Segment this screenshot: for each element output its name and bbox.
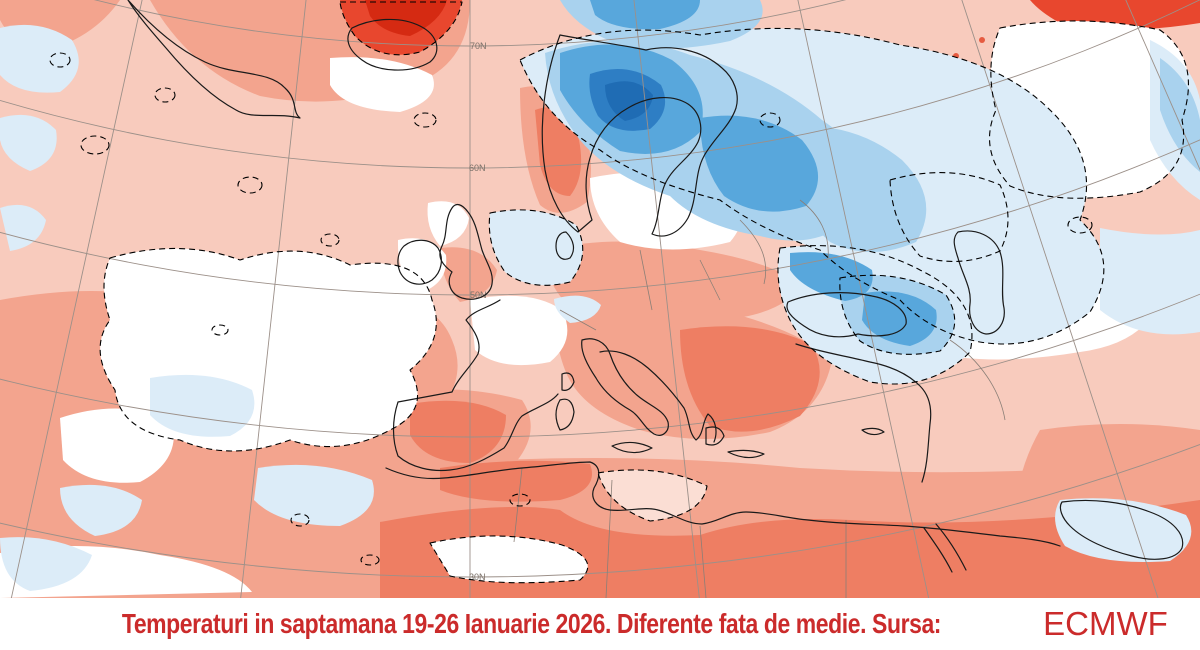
map-canvas: 70N 60N 50N 30N bbox=[0, 0, 1200, 598]
caption-bar: Temperaturi in saptamana 19-26 Ianuarie … bbox=[0, 598, 1200, 650]
label-50n: 50N bbox=[470, 290, 487, 300]
coast-red-sea bbox=[923, 523, 967, 573]
coast-greenland bbox=[127, 0, 301, 119]
coast-balkans-greece bbox=[599, 350, 717, 443]
caption-source-ecmwf: ECMWF bbox=[1043, 605, 1168, 642]
coast-france-iberia bbox=[392, 299, 559, 472]
anomaly-contours bbox=[49, 1, 1189, 584]
country-borders bbox=[513, 199, 1006, 598]
coast-black-sea bbox=[786, 292, 907, 338]
graticule-labels: 70N 60N 50N 30N bbox=[469, 41, 487, 582]
label-30n: 30N bbox=[469, 572, 486, 582]
label-60n: 60N bbox=[469, 163, 486, 173]
coast-britain bbox=[439, 203, 493, 300]
coast-denmark bbox=[555, 231, 575, 260]
caption-text: Temperaturi in saptamana 19-26 Ianuarie … bbox=[122, 608, 942, 639]
coast-sardinia bbox=[555, 398, 575, 431]
coast-italy bbox=[581, 338, 669, 436]
coast-peloponnese bbox=[705, 426, 725, 446]
coast-cyprus bbox=[861, 427, 885, 436]
coast-crete bbox=[727, 449, 765, 459]
coast-iceland bbox=[347, 18, 438, 71]
coast-ireland bbox=[397, 239, 442, 285]
coast-sicily bbox=[611, 441, 653, 454]
coast-persian-gulf bbox=[1059, 499, 1184, 560]
label-70n: 70N bbox=[470, 41, 487, 51]
graticule-meridians bbox=[10, 0, 1200, 598]
temperature-anomaly-map: 70N 60N 50N 30N bbox=[0, 0, 1200, 598]
coast-north-africa bbox=[385, 461, 1061, 547]
coast-scandinavia bbox=[541, 34, 738, 237]
coast-corsica bbox=[561, 372, 575, 391]
coast-caspian bbox=[953, 230, 1005, 335]
coastlines bbox=[127, 0, 1184, 573]
coast-turkey-levant bbox=[795, 343, 932, 483]
